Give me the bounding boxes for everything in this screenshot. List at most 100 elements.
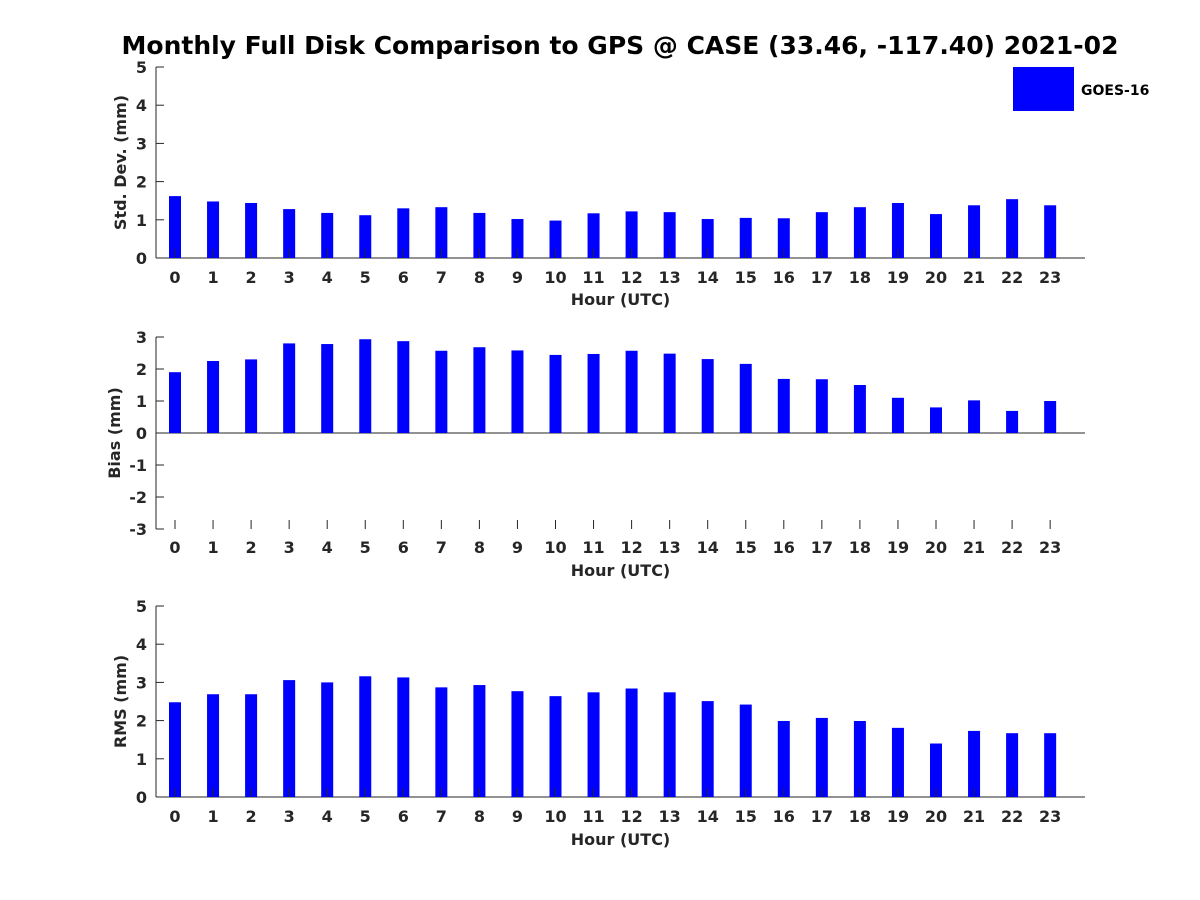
bias-bar-hour-13 [663, 353, 676, 433]
bias-x-tick-label: 13 [659, 538, 681, 557]
rms-bar-hour-7 [435, 687, 448, 797]
std-dev-x-tick-label: 23 [1039, 268, 1061, 287]
bias-x-tick-label: 5 [360, 538, 371, 557]
std-dev-x-tick-label: 18 [849, 268, 871, 287]
std-dev-bar-hour-5 [359, 215, 372, 258]
bias-bar-hour-2 [245, 359, 258, 433]
bias-bar-hour-3 [283, 343, 296, 433]
std-dev-bar-hour-3 [283, 209, 296, 258]
bias-x-tick-label: 15 [735, 538, 757, 557]
bias-x-tick-label: 21 [963, 538, 985, 557]
rms-x-tick-label: 6 [398, 807, 409, 826]
std-dev-bar-hour-10 [549, 220, 562, 258]
rms-x-tick-label: 15 [735, 807, 757, 826]
std-dev-x-tick-label: 2 [246, 268, 257, 287]
std-dev-bar-hour-16 [777, 218, 790, 258]
rms-x-tick-label: 13 [659, 807, 681, 826]
std-dev-bar-hour-23 [1044, 205, 1057, 258]
rms-x-tick-label: 2 [246, 807, 257, 826]
bias-y-tick-label: -1 [129, 456, 147, 475]
std-dev-x-tick-label: 20 [925, 268, 947, 287]
rms-x-tick-label: 16 [773, 807, 795, 826]
rms-x-tick-label: 17 [811, 807, 833, 826]
rms-x-tick-label: 0 [169, 807, 180, 826]
std-dev-bar-hour-2 [245, 202, 258, 258]
bias-x-tick-label: 9 [512, 538, 523, 557]
rms-x-tick-label: 7 [436, 807, 447, 826]
bias-y-tick-label: 0 [136, 424, 147, 443]
rms-x-tick-label: 8 [474, 807, 485, 826]
rms-bar-hour-9 [511, 691, 524, 797]
std-dev-x-tick-label: 17 [811, 268, 833, 287]
rms-x-tick-label: 11 [582, 807, 604, 826]
rms-bar-hour-21 [968, 730, 981, 797]
rms-y-tick-label: 1 [136, 750, 147, 769]
std-dev-y-tick-label: 3 [136, 134, 147, 153]
std-dev-bar-hour-11 [587, 213, 600, 258]
bias-bar-hour-5 [359, 339, 372, 433]
bias-bar-hour-19 [891, 397, 904, 433]
bias-x-tick-label: 10 [544, 538, 566, 557]
std-dev-x-tick-label: 5 [360, 268, 371, 287]
legend: GOES-16 [1013, 67, 1149, 111]
std-dev-x-tick-label: 10 [544, 268, 566, 287]
figure-title: Monthly Full Disk Comparison to GPS @ CA… [122, 31, 1119, 60]
rms-bar-hour-18 [853, 720, 866, 797]
legend-label-goes-16: GOES-16 [1081, 83, 1149, 99]
rms-y-tick-label: 2 [136, 712, 147, 731]
bias-y-tick-label: 2 [136, 360, 147, 379]
bias-bar-hour-16 [777, 378, 790, 433]
rms-bar-hour-0 [169, 702, 181, 797]
std-dev-bar-hour-7 [435, 207, 448, 258]
rms-bar-hour-11 [587, 692, 600, 797]
std-dev-bar-hour-17 [815, 212, 828, 258]
std-dev-x-tick-label: 11 [582, 268, 604, 287]
bias-bar-hour-17 [815, 379, 828, 433]
bias-x-tick-label: 2 [246, 538, 257, 557]
bias-x-tick-label: 14 [697, 538, 719, 557]
std-dev-x-tick-label: 16 [773, 268, 795, 287]
std-dev-bar-hour-1 [207, 201, 220, 258]
rms-bar-hour-2 [245, 694, 258, 797]
rms-y-tick-label: 4 [136, 635, 147, 654]
std-dev-x-tick-label: 8 [474, 268, 485, 287]
std-dev-y-tick-label: 1 [136, 211, 147, 230]
std-dev-bar-hour-22 [1006, 199, 1019, 258]
bias-y-tick-label: 3 [136, 328, 147, 347]
std-dev-y-tick-label: 2 [136, 173, 147, 192]
std-dev-x-tick-label: 19 [887, 268, 909, 287]
bias-bar-hour-15 [739, 363, 752, 433]
rms-x-tick-label: 5 [360, 807, 371, 826]
bias-bar-hour-10 [549, 354, 562, 433]
rms-x-tick-label: 10 [544, 807, 566, 826]
std-dev-bar-hour-18 [853, 207, 866, 258]
std-dev-x-tick-label: 7 [436, 268, 447, 287]
bias-bar-hour-6 [397, 341, 410, 433]
bias-x-tick-label: 1 [207, 538, 218, 557]
rms-bar-hour-16 [777, 720, 790, 797]
bias-y-axis-label: Bias (mm) [105, 387, 124, 479]
std-dev-bar-hour-9 [511, 219, 524, 258]
rms-bar-hour-1 [207, 694, 220, 797]
rms-x-tick-label: 22 [1001, 807, 1023, 826]
bias-x-tick-label: 7 [436, 538, 447, 557]
std-dev-x-tick-label: 21 [963, 268, 985, 287]
std-dev-y-tick-label: 5 [136, 58, 147, 77]
std-dev-x-tick-label: 3 [284, 268, 295, 287]
rms-bar-hour-20 [930, 743, 942, 797]
std-dev-bar-hour-13 [663, 212, 676, 258]
std-dev-x-tick-label: 14 [697, 268, 719, 287]
bias-y-tick-label: 1 [136, 392, 147, 411]
std-dev-x-tick-label: 22 [1001, 268, 1023, 287]
bias-bar-hour-14 [701, 359, 714, 433]
std-dev-bar-hour-8 [473, 212, 486, 258]
rms-bar-hour-17 [815, 717, 828, 797]
rms-bar-hour-19 [891, 727, 904, 797]
rms-y-axis-label: RMS (mm) [111, 655, 130, 748]
bias-x-tick-label: 6 [398, 538, 409, 557]
rms-x-axis-label: Hour (UTC) [571, 830, 671, 849]
rms-x-tick-label: 3 [284, 807, 295, 826]
rms-x-tick-label: 12 [620, 807, 642, 826]
